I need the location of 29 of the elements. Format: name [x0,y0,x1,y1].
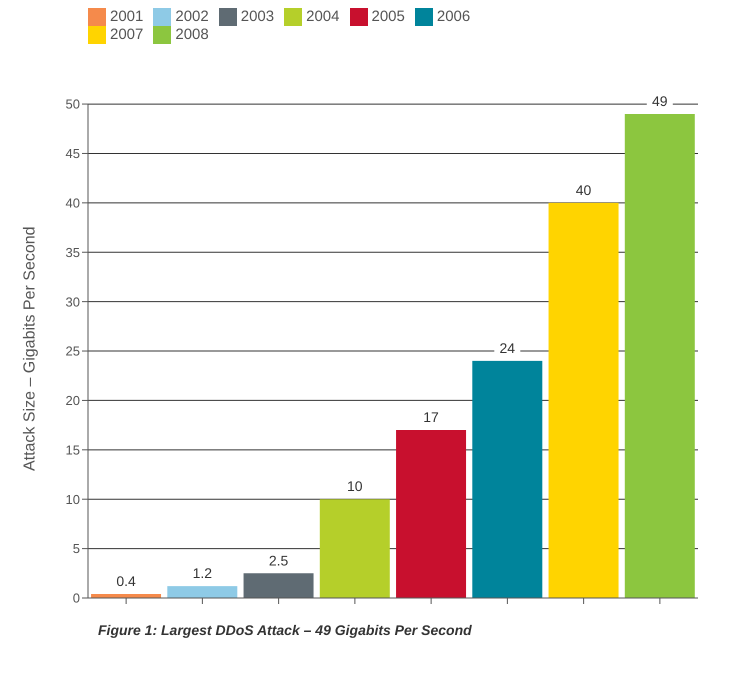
data-label: 17 [423,409,440,426]
legend-label: 2004 [306,8,340,25]
data-label: 2.5 [268,552,288,568]
y-tick-label: 15 [66,442,80,458]
data-label: 1.2 [192,565,212,582]
legend-label: 2003 [240,8,274,25]
y-tick-label: 35 [66,244,80,260]
y-tick-label: 30 [66,294,80,310]
y-tick-label: 20 [66,393,80,408]
legend-label: 2001 [110,8,144,25]
legend-label: 2008 [175,26,209,44]
y-tick-label: 10 [66,492,80,507]
legend-label: 2005 [372,8,405,25]
y-tick-label: 25 [66,344,80,359]
legend-label: 2002 [175,8,209,25]
y-tick-label: 50 [66,96,80,112]
y-tick-label: 0 [72,590,80,606]
data-label: 24 [500,340,516,356]
data-label: 40 [576,182,592,198]
data-label: 10 [347,478,363,494]
y-tick-label: 5 [72,541,80,556]
y-tick-label: 45 [66,146,80,162]
legend-label: 2006 [436,8,470,25]
y-tick-label: 40 [66,195,80,210]
y-axis-title: Attack Size – Gigabits Per Second [22,226,39,472]
data-label: 49 [652,92,668,109]
data-label: 0.4 [116,573,136,590]
text: Figure 1: Largest DDoS Attack – 49 Gigabits Per Second [98,622,473,638]
legend-label: 2007 [110,26,144,44]
